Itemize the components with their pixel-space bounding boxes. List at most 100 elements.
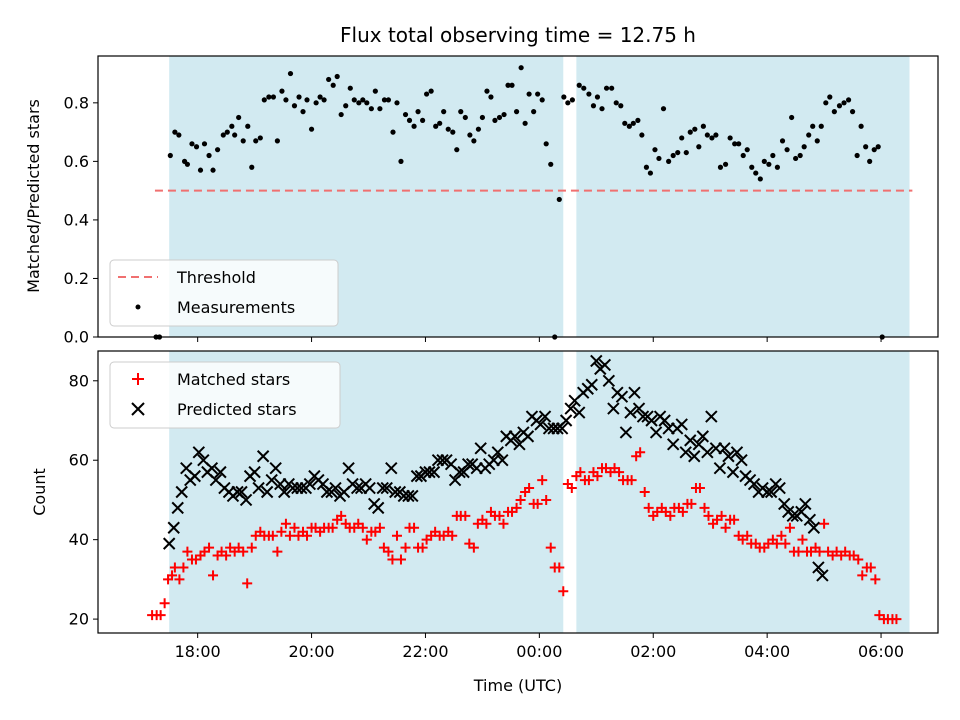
predicted-star-point — [406, 489, 419, 503]
count-panel: 20 40 60 80 18:00 20:00 22:00 00:00 02:00 04:00 06… — [30, 350, 939, 661]
measurement-point — [666, 158, 672, 164]
predicted-star-point — [214, 465, 227, 479]
predicted-star-point — [188, 469, 202, 483]
measurement-point — [308, 126, 315, 132]
measurement-point — [863, 144, 869, 150]
predicted-star-point — [649, 426, 663, 439]
measurement-point — [240, 138, 246, 144]
matched-star-point — [409, 522, 420, 533]
matched-star-point — [515, 494, 526, 505]
matched-star-point — [361, 534, 372, 545]
legend-threshold-label: Threshold — [176, 268, 256, 287]
matched-star-point — [417, 542, 428, 553]
matched-star-point — [289, 522, 300, 533]
matched-star-point — [639, 487, 650, 497]
measurement-point — [317, 94, 323, 100]
measurement-point — [810, 123, 816, 129]
measurement-point — [727, 135, 733, 141]
predicted-star-point — [573, 406, 586, 419]
measurement-point — [818, 123, 824, 129]
measurement-point — [368, 106, 374, 112]
predicted-star-point — [598, 358, 612, 372]
measurement-point — [509, 82, 515, 88]
measurement-point — [229, 123, 235, 129]
predicted-star-point — [269, 461, 282, 475]
measurement-point — [471, 138, 477, 144]
measurement-point — [679, 135, 685, 141]
count-legend-box — [109, 361, 341, 429]
matched-star-point — [208, 570, 219, 581]
matched-star-point — [481, 518, 492, 529]
measurement-point — [236, 114, 242, 121]
measurement-point — [385, 97, 392, 103]
predicted-star-point — [363, 481, 376, 495]
matched-star-point — [246, 542, 257, 553]
measurement-point — [692, 126, 698, 132]
measurement-point — [766, 161, 772, 167]
measurement-point — [206, 152, 212, 159]
measurement-point — [647, 170, 654, 176]
measurement-point — [172, 129, 178, 135]
measurement-point — [167, 152, 173, 159]
measurement-point — [709, 135, 715, 141]
measurement-point — [338, 111, 344, 118]
x-tick-label: 06:00 — [858, 642, 904, 661]
predicted-star-point — [807, 521, 821, 534]
measurement-point — [565, 100, 571, 106]
y-tick-label: 20 — [69, 610, 89, 629]
matched-star-point — [545, 542, 556, 553]
measurement-point — [683, 149, 689, 156]
measurement-point — [193, 144, 200, 150]
measurement-point — [643, 164, 650, 170]
matched-star-point — [242, 578, 253, 589]
measurement-point — [823, 100, 829, 106]
measurement-point — [548, 161, 554, 167]
predicted-star-point — [812, 561, 825, 574]
x-tick-label: 18:00 — [175, 642, 221, 661]
predicted-star-point — [679, 446, 692, 459]
y-tick-label: 0.4 — [64, 210, 89, 229]
measurement-point — [761, 158, 767, 164]
matched-star-point — [284, 530, 295, 541]
measurement-point — [793, 155, 799, 162]
measurement-point — [522, 120, 528, 126]
measurement-point — [626, 123, 632, 129]
matched-star-point — [853, 554, 864, 565]
measurement-point — [696, 144, 702, 150]
matched-star-point — [537, 475, 548, 486]
matched-star-point — [699, 502, 710, 513]
predicted-star-point — [380, 481, 393, 495]
predicted-star-point — [786, 509, 799, 523]
predicted-star-point — [636, 410, 650, 423]
matched-star-point — [447, 530, 458, 541]
predicted-star-point — [303, 477, 317, 491]
matched-star-point — [204, 542, 215, 553]
legend-matched-swatch — [132, 373, 144, 385]
measurement-point — [535, 91, 541, 97]
measurement-point — [806, 132, 812, 138]
y-tick-label: 80 — [69, 371, 89, 390]
measurement-point — [283, 97, 289, 103]
measurement-point — [779, 138, 786, 144]
matched-star-point — [383, 546, 394, 557]
predicted-star-point — [534, 418, 547, 431]
measurement-point — [224, 129, 230, 135]
ratio-panel-frame — [97, 55, 939, 338]
x-tick-label: 04:00 — [744, 642, 790, 661]
measurement-point — [343, 103, 349, 109]
matched-star-point — [267, 530, 278, 541]
matched-star-point — [302, 530, 313, 541]
matched-star-point — [238, 546, 249, 557]
measurement-point — [827, 94, 833, 100]
y-tick-label: 60 — [69, 451, 89, 470]
matched-star-point — [784, 522, 795, 533]
predicted-star-point — [564, 402, 577, 415]
matched-star-point — [575, 467, 586, 478]
predicted-star-point — [735, 454, 748, 467]
measurement-point — [845, 97, 852, 103]
matched-star-point — [468, 542, 479, 553]
matched-star-point — [677, 506, 688, 517]
count-panel-frame — [97, 350, 939, 634]
predicted-star-point — [205, 461, 219, 475]
predicted-star-point — [688, 450, 701, 463]
